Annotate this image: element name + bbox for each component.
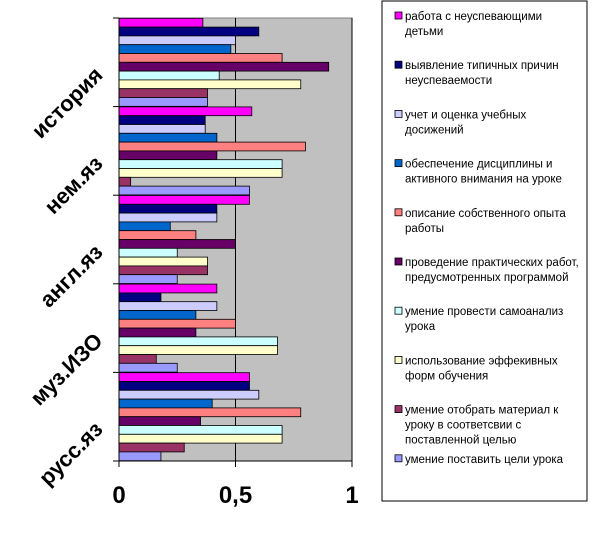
legend-item-4: обеспечение дисциплины и активного вниман… xyxy=(394,159,562,186)
legend-item-9: умение отобрать материал к уроку в соотве… xyxy=(394,405,559,447)
bar-4-3 xyxy=(118,301,218,311)
legend-swatch-4 xyxy=(394,159,403,168)
bar-4-4 xyxy=(118,310,197,320)
legend-item-1: работа с неуспевающими детьми xyxy=(394,11,542,38)
bar-5-3 xyxy=(118,389,260,400)
bar-3-3 xyxy=(118,212,218,223)
bars xyxy=(118,17,330,462)
bar-1-7 xyxy=(118,70,220,81)
axes xyxy=(113,17,353,467)
bar-3-10 xyxy=(118,274,178,284)
legend-item-8: использование эффекивных форм обучения xyxy=(394,355,558,382)
legend-label-1: работа с неуспевающими детьми xyxy=(405,11,542,38)
legend-swatch-9 xyxy=(394,405,403,414)
bar-5-8 xyxy=(118,433,283,444)
legend-swatch-2 xyxy=(394,60,403,69)
legend-item-2: выявление типичных причин неуспеваемости xyxy=(394,60,559,87)
legend-box xyxy=(381,0,588,502)
bar-1-2 xyxy=(118,26,260,37)
legend-item-5: описание собственного опыта работы xyxy=(394,208,566,235)
bar-2-9 xyxy=(118,176,132,187)
bar-4-6 xyxy=(118,327,197,338)
bar-3-2 xyxy=(118,203,218,214)
legend-item-7: умение провести самоанализ урока xyxy=(394,306,563,333)
legend-label-8: использование эффекивных форм обучения xyxy=(405,355,558,382)
bar-1-6 xyxy=(118,61,330,72)
bar-4-10 xyxy=(118,362,178,373)
bar-4-2 xyxy=(118,292,162,303)
bar-5-1 xyxy=(118,372,250,382)
bar-2-8 xyxy=(118,168,283,178)
bar-5-10 xyxy=(118,451,162,462)
bar-5-2 xyxy=(118,381,250,391)
bar-3-1 xyxy=(118,195,250,205)
bar-4-1 xyxy=(118,283,218,294)
bar-5-4 xyxy=(118,398,213,409)
bar-3-8 xyxy=(118,256,208,267)
bar-1-3 xyxy=(118,35,236,46)
legend-label-10: умение поставить цели урока xyxy=(405,454,564,466)
bar-2-3 xyxy=(118,124,206,134)
x-tick-label-0: 0 xyxy=(112,482,125,509)
bar-1-5 xyxy=(118,53,283,63)
legend-label-5: описание собственного опыта работы xyxy=(405,208,566,235)
bar-5-6 xyxy=(118,416,201,426)
bar-5-9 xyxy=(118,442,185,453)
category-label-5: русс.яз xyxy=(34,417,108,491)
legend-label-2: выявление типичных причин неуспеваемости xyxy=(405,60,559,87)
bar-1-1 xyxy=(118,17,204,28)
legend-swatch-7 xyxy=(394,306,403,315)
bar-1-9 xyxy=(118,88,208,98)
bar-1-4 xyxy=(118,44,232,54)
category-label-4: муз.ИЗО xyxy=(25,328,107,410)
category-label-3: англ.яз xyxy=(35,239,108,312)
legend-label-4: обеспечение дисциплины и активного вниман… xyxy=(405,159,562,186)
bar-3-7 xyxy=(118,247,178,258)
legend-swatch-6 xyxy=(394,257,403,266)
bar-4-8 xyxy=(118,345,278,355)
bar-1-8 xyxy=(118,79,302,90)
legend-item-3: учет и оценка учебных досижений xyxy=(394,109,527,136)
legend-label-6: проведение практических работ, предусмотр… xyxy=(405,257,579,284)
legend-swatch-1 xyxy=(394,11,403,20)
bar-4-7 xyxy=(118,336,278,347)
legend-swatch-8 xyxy=(394,355,403,364)
legend-label-9: умение отобрать материал к уроку в соотве… xyxy=(405,405,559,447)
bar-1-10 xyxy=(118,97,208,107)
legend-swatch-10 xyxy=(394,454,403,463)
bar-2-7 xyxy=(118,159,283,169)
bar-3-9 xyxy=(118,265,208,276)
bar-3-4 xyxy=(118,221,171,232)
bar-3-5 xyxy=(118,230,197,240)
legend-item-10: умение поставить цели урока xyxy=(394,454,564,466)
bar-4-5 xyxy=(118,318,236,329)
bar-5-5 xyxy=(118,407,302,418)
bar-2-2 xyxy=(118,115,206,125)
bar-2-6 xyxy=(118,150,218,161)
legend-label-3: учет и оценка учебных досижений xyxy=(405,109,527,136)
legend-swatch-5 xyxy=(394,208,403,217)
bar-5-7 xyxy=(118,425,283,435)
category-label-1: история xyxy=(27,62,108,143)
x-tick-label-2: 1 xyxy=(345,482,358,509)
x-tick-label-1: 0,5 xyxy=(219,482,252,509)
bar-2-1 xyxy=(118,106,253,117)
legend-item-6: проведение практических работ, предусмотр… xyxy=(394,257,579,284)
legend: работа с неуспевающими детьми выявление ти… xyxy=(394,11,579,466)
bar-2-5 xyxy=(118,141,306,152)
bar-4-9 xyxy=(118,354,157,364)
bar-2-4 xyxy=(118,132,218,143)
legend-label-7: умение провести самоанализ урока xyxy=(405,306,563,333)
x-tick-labels: 0 0,5 1 xyxy=(112,482,358,509)
bar-2-10 xyxy=(118,185,250,196)
bar-3-6 xyxy=(118,239,236,249)
legend-swatch-3 xyxy=(394,110,403,118)
category-label-2: нем.яз xyxy=(39,151,107,219)
